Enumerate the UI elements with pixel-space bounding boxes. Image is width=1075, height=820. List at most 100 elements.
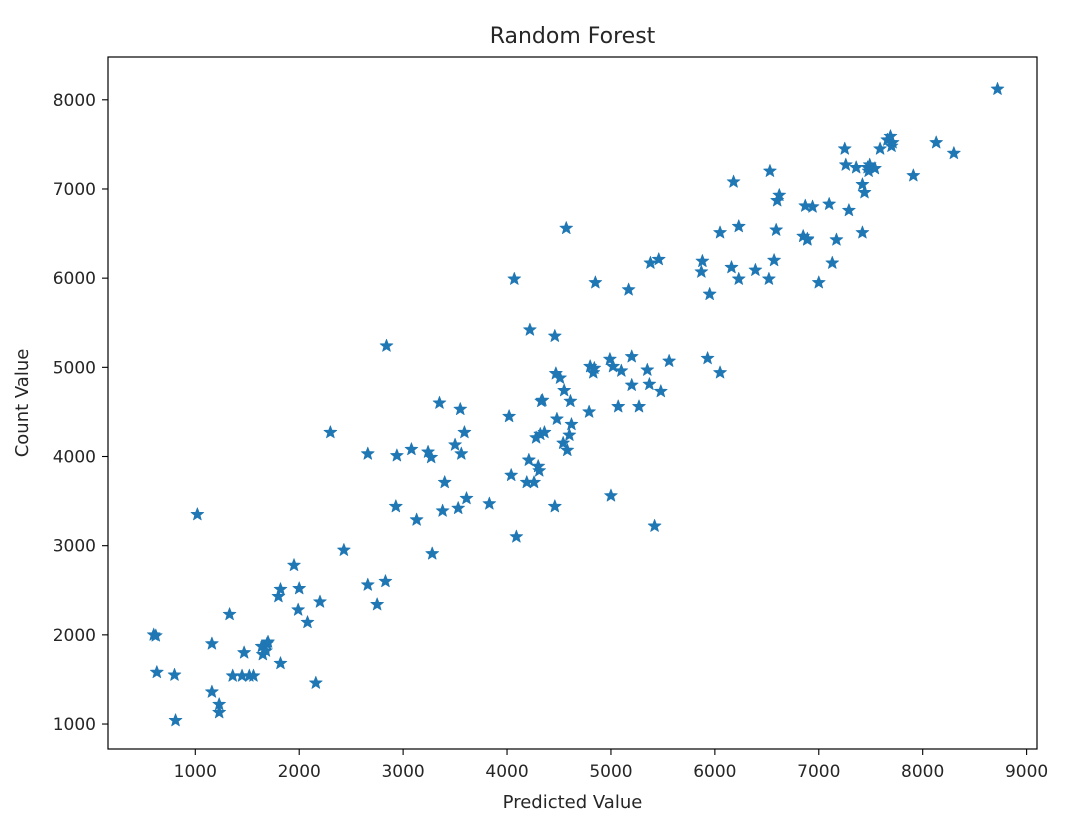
y-tick-label: 7000 bbox=[53, 180, 96, 200]
x-tick-label: 4000 bbox=[485, 762, 528, 782]
data-point-star bbox=[868, 161, 882, 175]
data-point-star bbox=[855, 177, 870, 191]
data-point-star bbox=[873, 141, 887, 155]
data-point-star bbox=[695, 254, 710, 268]
chart-title: Random Forest bbox=[490, 24, 656, 49]
y-tick-label: 6000 bbox=[53, 269, 96, 289]
data-point-star bbox=[190, 507, 205, 521]
data-point-star bbox=[798, 198, 813, 212]
data-point-star bbox=[237, 645, 251, 659]
data-point-star bbox=[582, 404, 596, 418]
data-point-star bbox=[482, 496, 497, 510]
data-point-star bbox=[700, 351, 715, 365]
data-point-star bbox=[839, 157, 853, 171]
data-point-star bbox=[812, 275, 826, 289]
data-point-star bbox=[767, 253, 781, 267]
data-point-star bbox=[562, 428, 577, 441]
x-tick-label: 3000 bbox=[381, 762, 424, 782]
data-point-star bbox=[205, 684, 219, 698]
data-point-star bbox=[748, 263, 763, 276]
data-point-star bbox=[614, 363, 629, 377]
data-point-star bbox=[313, 594, 327, 608]
data-point-star bbox=[523, 322, 537, 336]
x-tick-label: 1000 bbox=[174, 762, 217, 782]
data-point-star bbox=[632, 399, 646, 413]
data-point-star bbox=[588, 275, 603, 289]
data-point-star bbox=[527, 475, 541, 489]
y-tick-label: 1000 bbox=[53, 715, 96, 735]
data-point-star bbox=[507, 271, 522, 285]
data-point-star bbox=[424, 450, 438, 464]
data-point-star bbox=[379, 338, 394, 352]
data-point-star bbox=[309, 675, 323, 689]
data-point-star bbox=[800, 231, 815, 245]
data-point-star bbox=[205, 636, 219, 650]
data-point-star bbox=[389, 499, 403, 513]
data-point-star bbox=[553, 370, 567, 384]
data-point-star bbox=[772, 188, 787, 202]
data-point-star bbox=[361, 577, 375, 591]
data-point-star bbox=[822, 197, 836, 210]
data-point-star bbox=[621, 282, 636, 296]
data-point-star bbox=[509, 529, 524, 543]
data-point-star bbox=[560, 443, 575, 457]
data-point-star bbox=[640, 362, 655, 376]
data-point-star bbox=[378, 574, 393, 588]
data-point-star bbox=[337, 543, 351, 556]
data-point-star bbox=[805, 199, 820, 213]
data-point-star bbox=[906, 168, 921, 182]
data-point-star bbox=[404, 442, 419, 456]
data-point-star bbox=[855, 225, 870, 239]
data-point-star bbox=[548, 499, 562, 513]
x-axis-ticks: 1000 2000 3000 4000 5000 6000 7000 8000 9000 bbox=[174, 749, 1048, 782]
data-point-star bbox=[459, 491, 474, 505]
data-point-star bbox=[559, 221, 574, 235]
data-point-star bbox=[885, 135, 900, 149]
data-point-star bbox=[643, 255, 658, 269]
y-axis-ticks: 1000 2000 3000 4000 5000 6000 7000 8000 bbox=[53, 91, 108, 735]
data-point-star bbox=[273, 582, 288, 596]
data-point-star bbox=[453, 402, 468, 416]
data-point-star bbox=[168, 713, 183, 727]
data-point-star bbox=[323, 425, 338, 439]
x-tick-label: 9000 bbox=[1005, 762, 1048, 782]
y-axis-label: Count Value bbox=[12, 349, 33, 458]
y-tick-label: 5000 bbox=[53, 358, 96, 378]
data-point-star bbox=[522, 452, 536, 466]
y-tick-label: 8000 bbox=[53, 91, 96, 111]
data-point-star bbox=[587, 361, 602, 375]
data-point-star bbox=[651, 252, 666, 266]
data-point-star bbox=[624, 349, 639, 363]
data-point-star bbox=[451, 501, 465, 515]
data-point-star bbox=[603, 352, 617, 366]
data-point-star bbox=[273, 656, 288, 670]
data-point-star bbox=[425, 546, 439, 560]
data-point-star bbox=[883, 129, 898, 143]
data-point-star bbox=[535, 393, 550, 407]
data-point-star bbox=[642, 377, 657, 391]
data-point-star bbox=[532, 463, 547, 477]
data-point-star bbox=[564, 417, 579, 431]
data-point-star bbox=[502, 409, 516, 423]
data-point-star bbox=[829, 232, 844, 246]
data-point-star bbox=[557, 383, 571, 397]
data-point-star bbox=[604, 488, 618, 502]
data-point-star bbox=[550, 411, 564, 425]
data-point-star bbox=[548, 329, 562, 342]
data-point-star bbox=[454, 446, 469, 460]
data-point-star bbox=[287, 558, 301, 572]
data-point-star bbox=[437, 475, 452, 489]
data-point-star bbox=[606, 359, 620, 373]
data-point-star bbox=[448, 437, 462, 451]
data-point-star bbox=[762, 271, 776, 285]
data-point-star bbox=[763, 164, 777, 177]
data-point-star bbox=[929, 135, 943, 149]
data-point-star bbox=[857, 185, 872, 199]
x-axis-label: Predicted Value bbox=[503, 792, 643, 813]
data-point-star bbox=[149, 628, 163, 642]
data-point-star bbox=[647, 518, 662, 532]
data-point-star bbox=[726, 174, 741, 188]
data-point-star bbox=[563, 394, 578, 408]
data-point-star bbox=[300, 615, 315, 629]
